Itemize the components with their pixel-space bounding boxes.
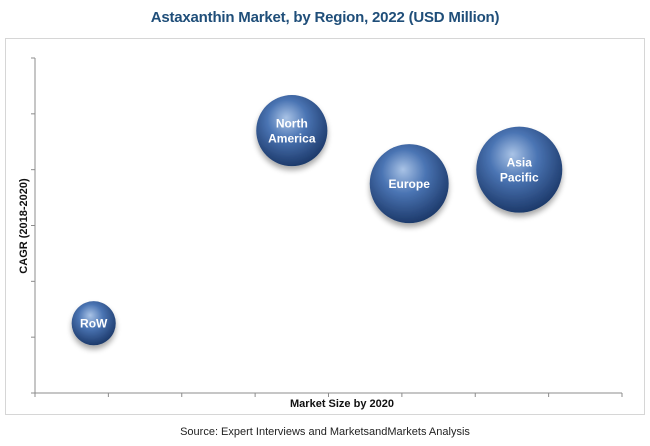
chart-title: Astaxanthin Market, by Region, 2022 (USD… bbox=[150, 9, 500, 26]
chart-frame bbox=[5, 38, 645, 415]
bubble-europe bbox=[369, 144, 449, 224]
bubble-row bbox=[71, 301, 116, 346]
bubble-series: RoW North America Europe Asia Pacific bbox=[71, 95, 563, 346]
bubble-asia-pacific bbox=[476, 126, 563, 213]
bubble-label-asia-pacific: Asia Pacific bbox=[500, 155, 539, 184]
x-axis-label: Market Size by 2020 bbox=[290, 398, 394, 410]
bubble-label-row: RoW bbox=[80, 316, 108, 330]
source-note: Source: Expert Interviews and Marketsand… bbox=[180, 426, 470, 438]
x-axis-ticks bbox=[34, 393, 623, 397]
y-axis-label: CAGR (2018-2020) bbox=[18, 178, 30, 274]
bubble-label-north-america: North America bbox=[268, 116, 316, 145]
bubble-north-america bbox=[256, 95, 328, 167]
y-axis-ticks bbox=[31, 57, 35, 394]
bubble-label-europe: Europe bbox=[389, 177, 431, 191]
